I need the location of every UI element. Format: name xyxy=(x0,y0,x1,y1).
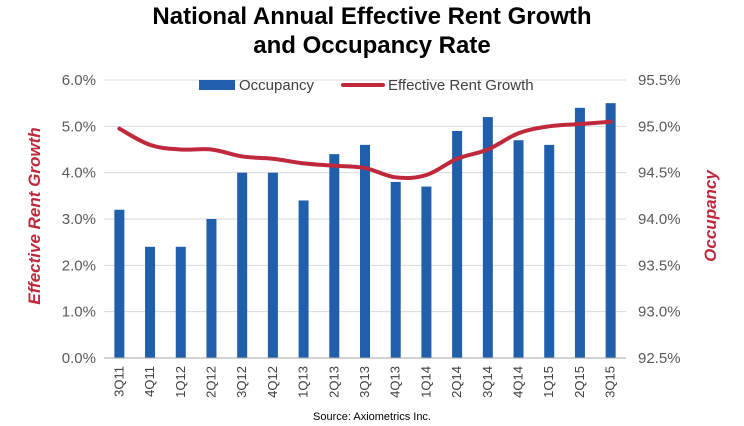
occupancy-bar xyxy=(452,130,463,358)
x-tick-label: 4Q13 xyxy=(388,366,403,398)
legend: Occupancy Effective Rent Growth xyxy=(199,77,534,94)
right-tick-label: 92.5% xyxy=(638,350,681,367)
x-tick-label: 3Q12 xyxy=(234,366,249,398)
right-tick-label: 93.5% xyxy=(638,257,681,274)
occupancy-bar xyxy=(145,246,156,358)
x-tick-label: 3Q13 xyxy=(357,366,372,398)
x-tick-label: 1Q12 xyxy=(173,366,188,398)
x-tick-label: 2Q15 xyxy=(572,366,587,398)
x-tick-label: 1Q15 xyxy=(541,366,556,398)
left-tick-label: 2.0% xyxy=(62,257,96,274)
chart-title-line2: and Occupancy Rate xyxy=(253,32,490,59)
occupancy-bar xyxy=(206,219,217,358)
x-tick-label: 3Q14 xyxy=(480,366,495,398)
left-tick-label: 4.0% xyxy=(62,165,96,182)
occupancy-bar xyxy=(482,117,493,358)
occupancy-bar xyxy=(574,107,585,358)
x-tick-label: 3Q15 xyxy=(603,366,618,398)
x-tick-label: 4Q11 xyxy=(142,366,157,397)
left-tick-label: 3.0% xyxy=(62,211,96,228)
right-tick-label: 95.5% xyxy=(638,72,681,89)
x-tick-label: 2Q14 xyxy=(449,366,464,398)
occupancy-bar xyxy=(513,140,524,358)
occupancy-bar xyxy=(237,172,248,358)
source-note: Source: Axiometrics Inc. xyxy=(313,411,431,423)
left-axis-ticks: 0.0% 1.0% 2.0% 3.0% 4.0% 5.0% 6.0% xyxy=(62,72,96,367)
legend-occupancy-swatch xyxy=(199,80,235,90)
occupancy-bar xyxy=(605,103,616,359)
x-tick-label: 3Q11 xyxy=(111,366,126,397)
x-tick-label: 2Q12 xyxy=(203,366,218,398)
right-tick-label: 93.0% xyxy=(638,304,681,321)
left-axis-title: Effective Rent Growth xyxy=(25,127,44,304)
left-tick-label: 5.0% xyxy=(62,118,96,135)
right-tick-label: 95.0% xyxy=(638,118,681,135)
right-axis-title: Occupancy xyxy=(701,169,720,262)
legend-rent-growth-label: Effective Rent Growth xyxy=(388,77,534,94)
x-tick-label: 1Q13 xyxy=(296,366,311,398)
occupancy-bar xyxy=(298,200,309,358)
x-tick-label: 2Q13 xyxy=(326,366,341,398)
occupancy-bar xyxy=(544,144,555,358)
right-tick-label: 94.0% xyxy=(638,211,681,228)
x-axis-ticks: 3Q11 4Q11 1Q12 2Q12 3Q12 4Q12 1Q13 2Q13 3Q13 4Q13… xyxy=(111,366,617,398)
occupancy-bar xyxy=(114,209,125,358)
occupancy-bar xyxy=(267,172,278,358)
right-tick-label: 94.5% xyxy=(638,165,681,182)
legend-occupancy-label: Occupancy xyxy=(239,77,315,94)
left-tick-label: 1.0% xyxy=(62,304,96,321)
occupancy-bar xyxy=(421,186,432,358)
occupancy-bars xyxy=(114,103,616,359)
occupancy-bar xyxy=(360,144,370,358)
x-tick-label: 4Q14 xyxy=(511,366,526,398)
x-tick-label: 1Q14 xyxy=(418,366,433,398)
right-axis-ticks: 92.5% 93.0% 93.5% 94.0% 94.5% 95.0% 95.5% xyxy=(638,72,681,367)
rent-growth-line xyxy=(117,119,613,180)
left-tick-label: 0.0% xyxy=(62,350,96,367)
chart-title-line1: National Annual Effective Rent Growth xyxy=(152,3,591,30)
left-tick-label: 6.0% xyxy=(62,72,96,89)
x-tick-label: 4Q12 xyxy=(265,366,280,398)
occupancy-bar xyxy=(329,154,340,358)
occupancy-bar xyxy=(175,246,186,358)
occupancy-bar xyxy=(390,181,401,358)
